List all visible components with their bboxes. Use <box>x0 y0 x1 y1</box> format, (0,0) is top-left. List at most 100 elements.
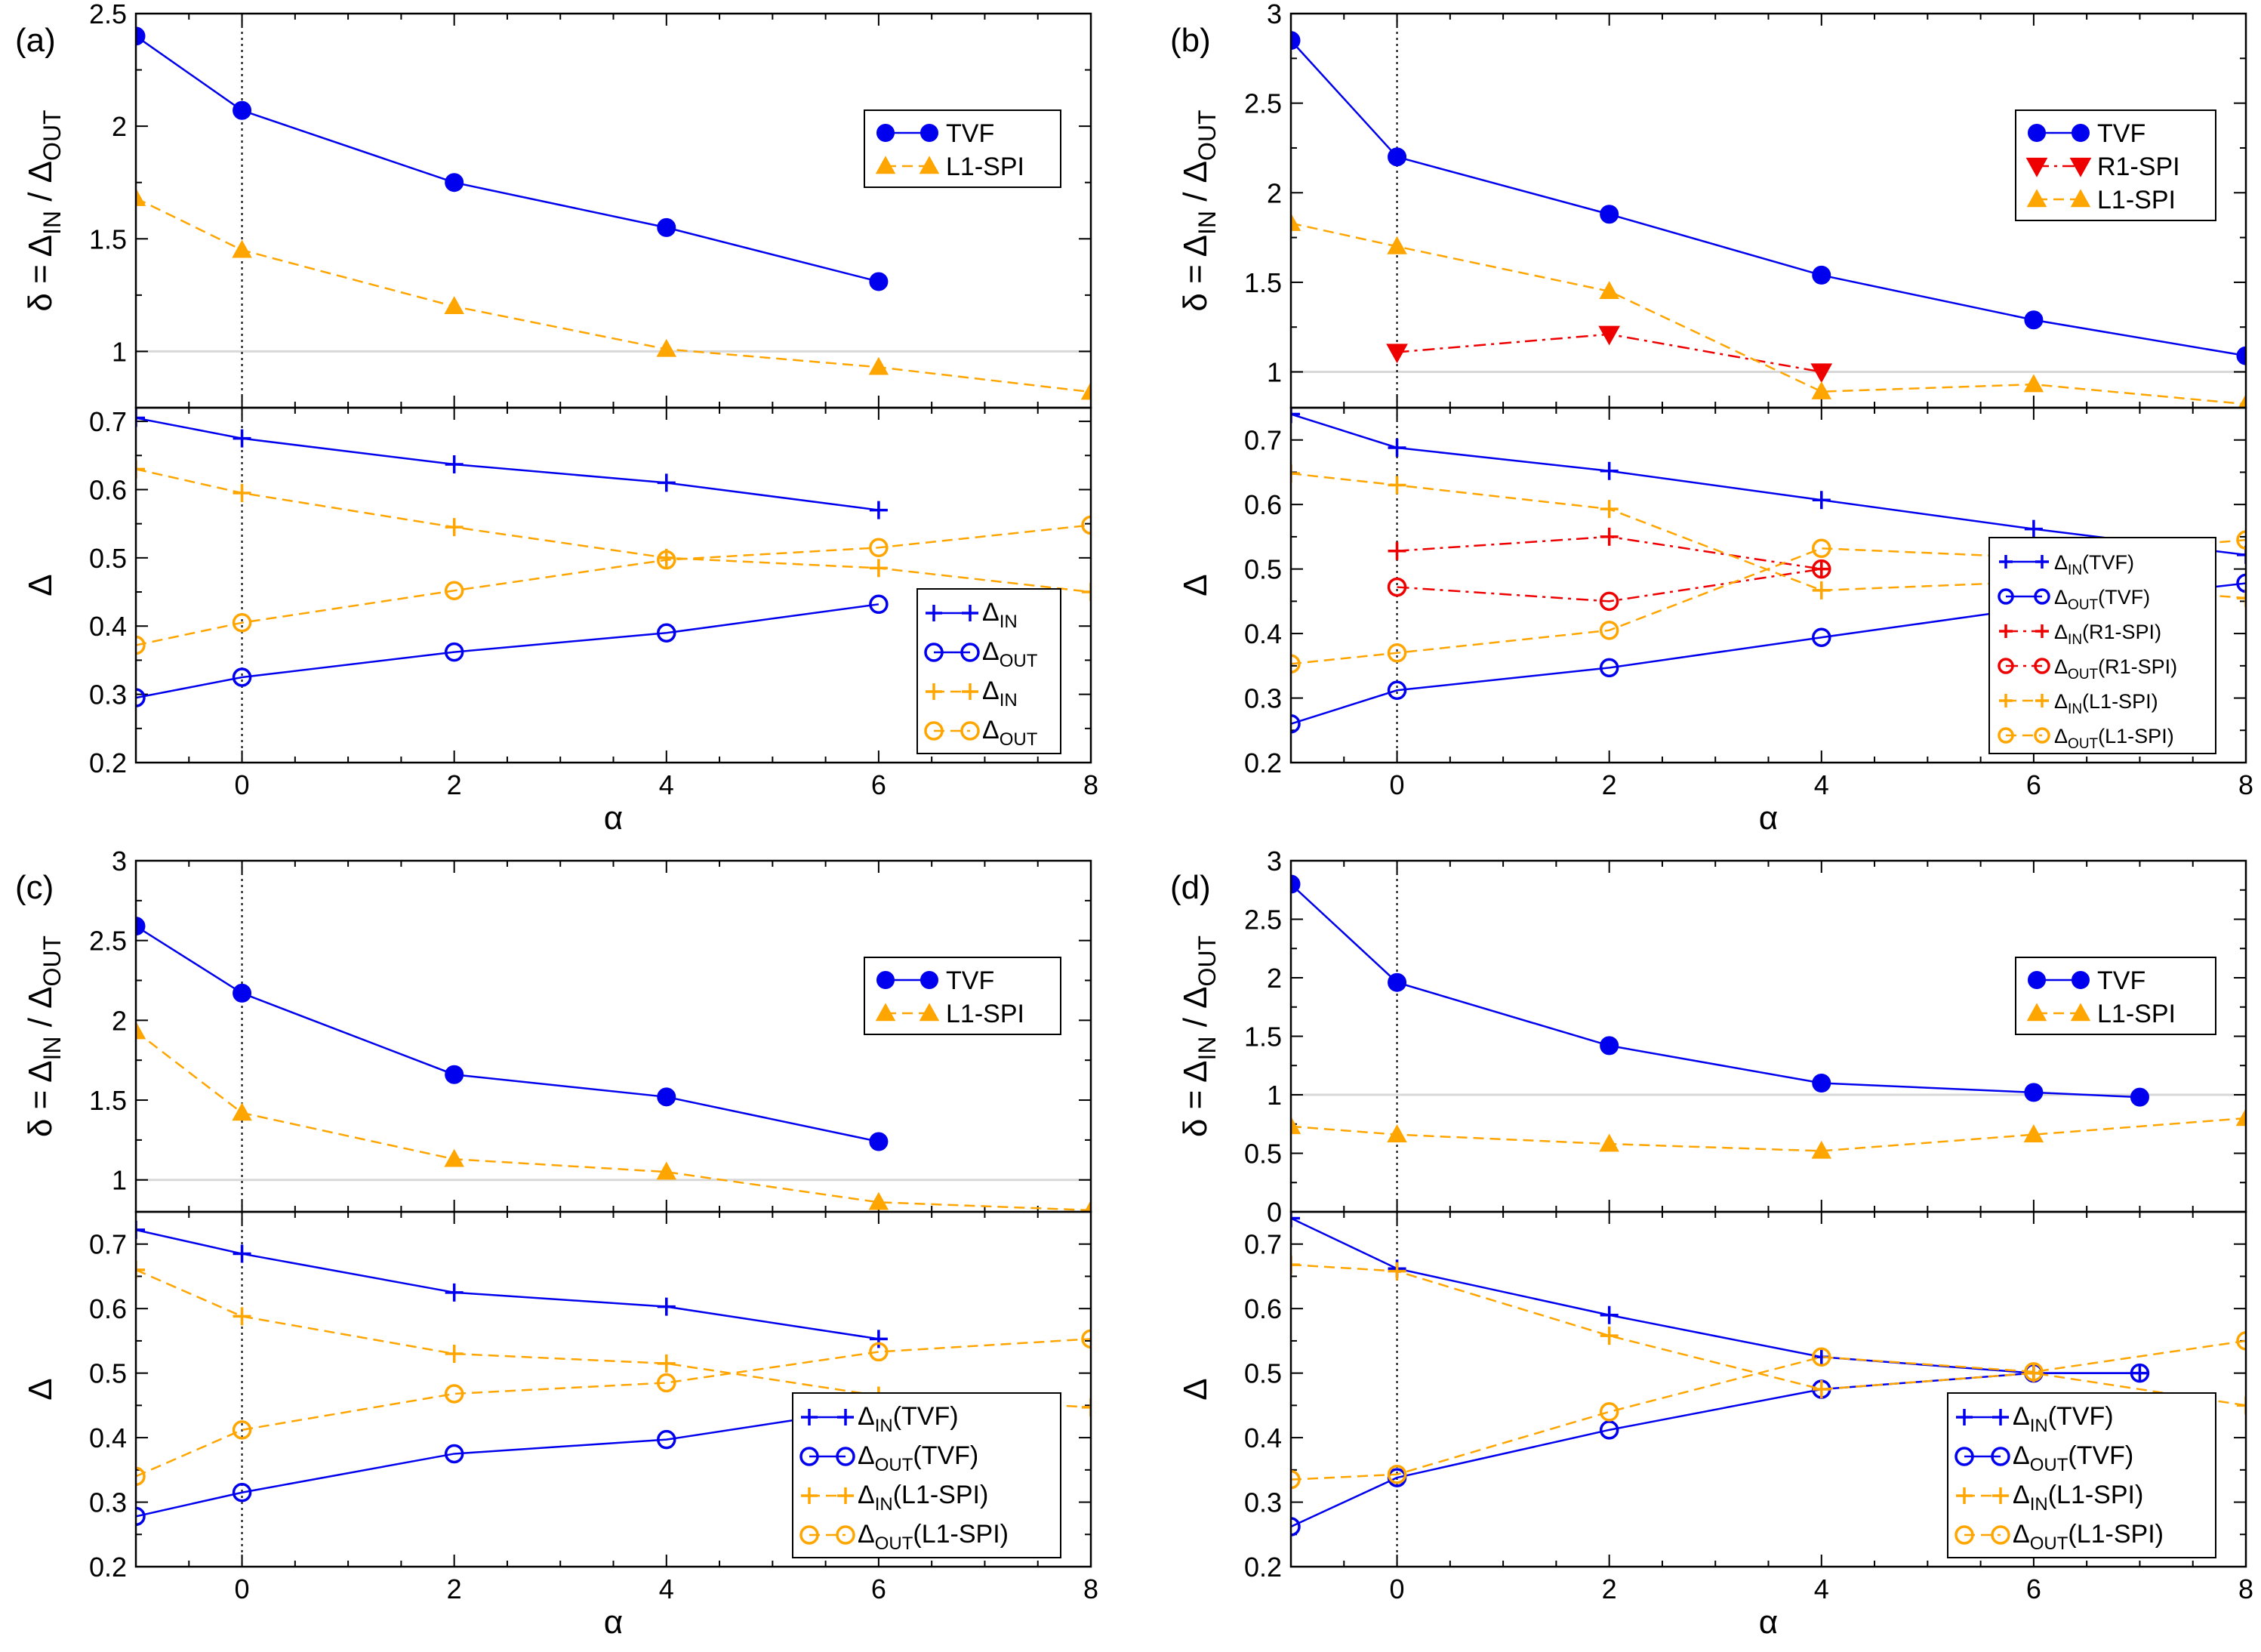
data-point-l1-2 <box>657 1354 676 1373</box>
legend-marker <box>2035 694 2049 707</box>
data-point-tvf-0 <box>1812 265 1831 285</box>
data-point-tvf-0 <box>657 1087 676 1107</box>
y-tick-label: 0.2 <box>1244 747 1282 778</box>
panel-3-top-plot: 0 0.5 1 1.5 2 2.5 3 TVF L1-SPI <box>1244 846 2247 1228</box>
y-tick-label: 0.6 <box>89 474 127 505</box>
data-point-l1-4 <box>1600 500 1619 519</box>
data-point-tvf-0 <box>136 1220 145 1239</box>
legend-suffix: (R1-SPI) <box>2098 655 2177 678</box>
y-tick-label: 0.2 <box>89 1552 127 1583</box>
legend-box <box>2015 957 2216 1035</box>
panel-label: (b) <box>1170 22 1211 59</box>
data-point-l1-4 <box>1291 464 1300 483</box>
legend-subscript: OUT <box>2068 597 2099 613</box>
y-tick-label: 2.5 <box>1244 88 1282 119</box>
data-point-l1-3 <box>232 1420 252 1440</box>
legend-box <box>2015 109 2216 221</box>
legend-subscript: OUT <box>875 1533 913 1554</box>
y-tick-label: 0.3 <box>1244 683 1282 714</box>
data-point-r1-1 <box>1386 344 1408 364</box>
x-tick-label: 6 <box>871 1573 886 1604</box>
data-point-l1-1 <box>1291 1116 1301 1135</box>
data-point-l1-1 <box>868 356 889 375</box>
data-point-tvf-1 <box>136 1506 146 1527</box>
y-label-part: δ = Δ <box>22 1061 59 1138</box>
y-label-part: δ = Δ <box>1177 1061 1214 1138</box>
x-tick-label: 8 <box>2238 769 2253 800</box>
y-label-part: / Δ <box>22 986 59 1036</box>
legend: ΔIN(TVF)ΔOUT(TVF)ΔIN(L1-SPI)ΔOUT(L1-SPI) <box>792 1392 1061 1558</box>
y-tick-label: 1 <box>1267 357 1282 388</box>
legend-symbol: Δ <box>2013 1481 2030 1509</box>
data-point-l1-3 <box>1081 515 1091 535</box>
y-tick-label: 3 <box>1267 0 1282 29</box>
legend-label: ΔOUT(L1-SPI) <box>2013 1520 2164 1554</box>
data-point-l1-3 <box>869 1342 889 1362</box>
data-point-l1-1 <box>2235 1108 2246 1127</box>
legend-subscript: IN <box>875 1494 893 1515</box>
legend-symbol: Δ <box>858 1402 875 1431</box>
legend-symbol: Δ <box>982 677 1000 705</box>
legend-marker <box>920 971 938 989</box>
data-point-tvf-0 <box>1600 205 1619 224</box>
legend: TVF L1-SPI <box>864 109 1061 188</box>
panel-1-labels: (b) α δ = ΔIN / ΔOUT Δ <box>1170 22 1778 837</box>
data-point-r1-3 <box>1387 577 1407 597</box>
data-point-tvf-1 <box>1291 714 1301 734</box>
data-point-l1-1 <box>1811 1140 1832 1159</box>
y-label-part: / Δ <box>22 161 59 211</box>
legend-label: ΔOUT <box>982 637 1038 671</box>
legend-marker <box>801 1487 818 1504</box>
data-point-tvf-0 <box>1600 1036 1619 1056</box>
data-point-l1-1 <box>444 296 464 315</box>
legend-label: ΔOUT(L1-SPI) <box>858 1520 1009 1554</box>
data-point-l1-3 <box>232 612 252 633</box>
x-tick-label: 8 <box>1083 769 1098 800</box>
legend-symbol: Δ <box>2054 655 2068 678</box>
panel-0-top-series <box>136 26 1091 400</box>
data-point-l1-3 <box>2236 1331 2246 1351</box>
data-point-l1-3 <box>444 581 464 600</box>
y-tick-label: 0.4 <box>89 611 127 642</box>
series-line-l1-3 <box>1291 1339 2246 1481</box>
data-point-r1-3 <box>1599 591 1619 612</box>
legend-label: ΔIN <box>982 598 1018 632</box>
x-axis-label: α <box>604 800 623 837</box>
y-tick-label: 1 <box>112 336 127 367</box>
data-point-l1-2 <box>1387 236 1407 254</box>
data-point-l1-2 <box>136 460 145 479</box>
legend-suffix: (TVF) <box>2082 551 2134 574</box>
data-point-tvf-1 <box>869 594 889 615</box>
panel-label: (d) <box>1170 869 1211 906</box>
data-point-tvf-0 <box>869 272 889 291</box>
legend-label: ΔIN(TVF) <box>858 1402 959 1436</box>
data-point-l1-1 <box>136 1021 146 1040</box>
legend-marker <box>1999 624 2013 638</box>
data-point-tvf-0 <box>1291 31 1301 51</box>
panel-2-labels: (c) α δ = ΔIN / ΔOUT Δ <box>15 869 623 1641</box>
legend-symbol: Δ <box>2054 586 2068 609</box>
panel-3-top-series <box>1291 874 2246 1159</box>
legend-marker <box>962 683 978 700</box>
legend-marker <box>1999 555 2013 569</box>
legend-marker <box>1998 727 2014 744</box>
legend: TVF L1-SPI <box>864 957 1061 1035</box>
data-point-tvf-0 <box>1291 874 1301 894</box>
legend-symbol: Δ <box>2013 1520 2030 1549</box>
data-point-tvf-0 <box>1812 1074 1831 1093</box>
y-tick-label: 2.5 <box>89 926 127 957</box>
series-line-l1-3 <box>136 524 1091 646</box>
legend-subscript: IN <box>1000 612 1018 632</box>
legend-suffix: (L1-SPI) <box>2068 1520 2164 1549</box>
data-point-tvf-0 <box>445 1283 464 1302</box>
panel-1-bot-plot: 0.20.30.40.50.60.70 2 4 6 8ΔIN(TVF)ΔOUT(TVF)… <box>1244 406 2253 800</box>
data-point-tvf-1 <box>232 1482 252 1503</box>
data-point-l1-2 <box>869 559 888 578</box>
legend-marker <box>799 1447 819 1466</box>
y-label-part: OUT <box>39 109 66 161</box>
series-line-tvf-0 <box>1291 39 2246 357</box>
data-point-l1-1 <box>444 1148 464 1167</box>
legend-subscript: OUT <box>2030 1455 2068 1475</box>
legend-marker <box>2070 189 2091 208</box>
x-tick-label: 0 <box>1390 769 1405 800</box>
